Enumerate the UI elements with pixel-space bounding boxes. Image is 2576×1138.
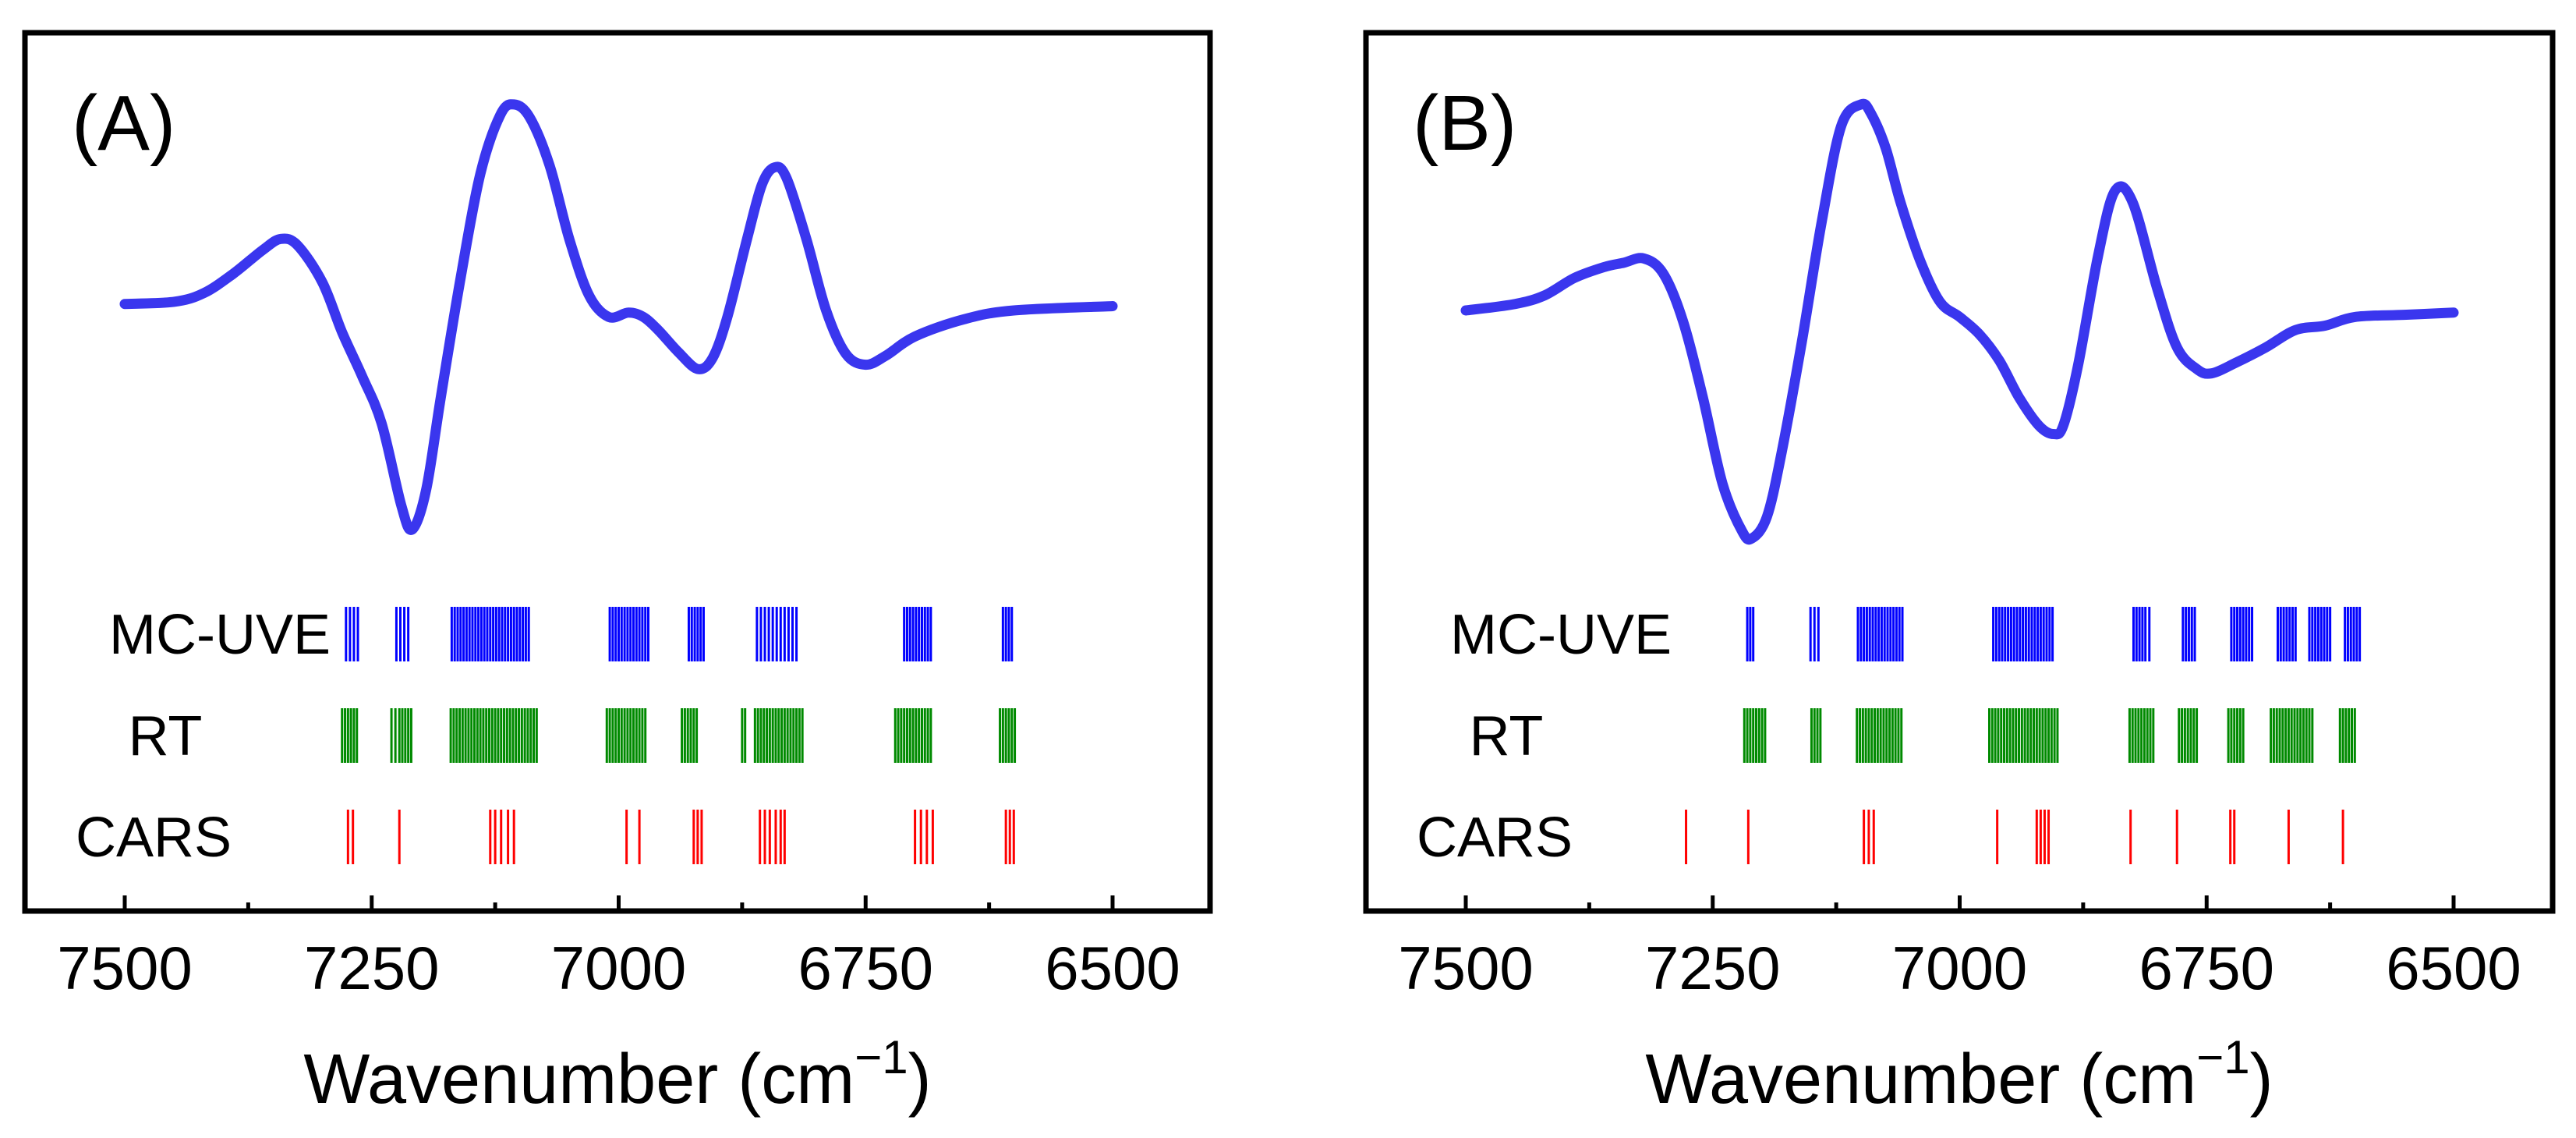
x-tick-label: 6500 [2386, 934, 2521, 1002]
panel-label: (B) [1413, 80, 1516, 167]
row-label: CARS [76, 807, 232, 869]
selection-row-rt: RT [1470, 705, 2356, 768]
x-tick-label: 6750 [2139, 934, 2274, 1002]
row-label: RT [1470, 705, 1544, 768]
spectrum-line [119, 99, 1118, 535]
chart-panel-a: (A) 7500 7250 7000 6750 6500 Wavenumber (cm−1)… [22, 30, 1213, 1119]
x-tick-label: 6500 [1045, 934, 1180, 1002]
plot-frame [22, 30, 1213, 914]
selection-row-rt: RT [129, 705, 1017, 768]
x-tick-label: 7250 [1645, 934, 1781, 1002]
selection-row-mc-uve: MC-UVE [1450, 604, 2362, 666]
row-label: MC-UVE [109, 604, 331, 666]
panel-label: (A) [72, 80, 175, 167]
x-tick-label: 7500 [1398, 934, 1534, 1002]
x-tick-label: 7000 [1892, 934, 2028, 1002]
plot-frame [1363, 30, 2556, 914]
x-axis-title: Wavenumber (cm−1) [1645, 1031, 2273, 1119]
x-tick-label: 6750 [798, 934, 933, 1002]
chart-panel-b: (B) 7500 7250 7000 6750 6500 Wavenumber (cm−1)… [1363, 30, 2556, 1119]
selection-row-cars: CARS [1417, 807, 2344, 869]
x-tick-label: 7250 [304, 934, 440, 1002]
x-tick-label: 7500 [57, 934, 193, 1002]
x-tick-label: 7000 [551, 934, 687, 1002]
spectrum-line [1460, 98, 2459, 545]
selection-row-mc-uve: MC-UVE [109, 604, 1014, 666]
selection-row-cars: CARS [76, 807, 1015, 869]
row-label: CARS [1417, 807, 1573, 869]
row-label: MC-UVE [1450, 604, 1672, 666]
x-axis-title: Wavenumber (cm−1) [303, 1031, 931, 1119]
row-label: RT [129, 705, 203, 768]
